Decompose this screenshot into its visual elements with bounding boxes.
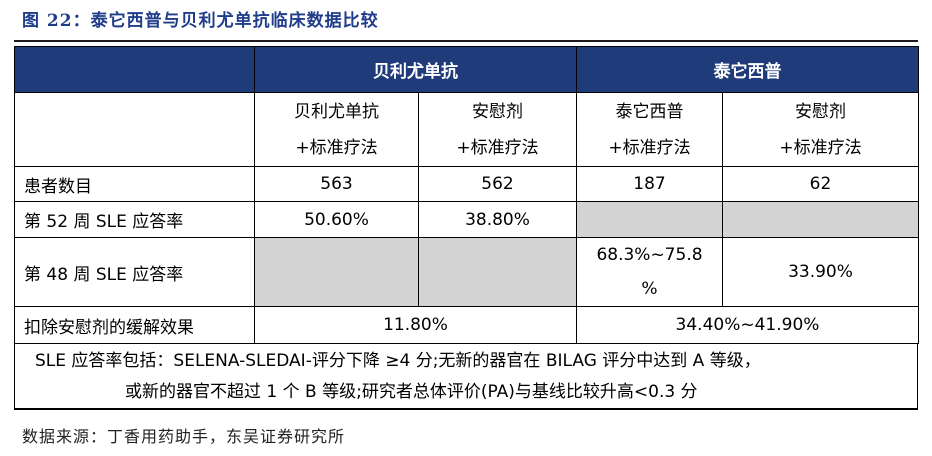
sub-header-line2: +标准疗法: [779, 137, 862, 158]
sub-header-line1: 泰它西普: [615, 101, 684, 122]
sub-header-placebo-1: 安慰剂 +标准疗法: [418, 92, 577, 167]
table-cell: 62: [722, 166, 919, 202]
table-cell: 11.80%: [254, 306, 577, 344]
cell-line2: %: [641, 279, 658, 299]
comparison-table: 贝利尤单抗 泰它西普 贝利尤单抗 +标准疗法 安慰剂 +标准疗法 泰它西普 +标…: [14, 46, 919, 344]
group-header-belimumab: 贝利尤单抗: [254, 46, 577, 93]
sub-header-line2: +标准疗法: [456, 137, 539, 158]
empty-cell: [722, 201, 919, 238]
empty-cell: [418, 237, 577, 307]
sub-header-row: 贝利尤单抗 +标准疗法 安慰剂 +标准疗法 泰它西普 +标准疗法 安慰剂 +标准…: [14, 92, 919, 167]
data-source: 数据来源：丁香用药助手，东吴证券研究所: [22, 427, 346, 446]
table-cell: 33.90%: [722, 237, 919, 307]
sub-header-line1: 安慰剂: [472, 101, 523, 122]
sub-header-line2: +标准疗法: [608, 137, 691, 158]
table-cell: 50.60%: [254, 201, 419, 238]
table-cell: 68.3%~75.8 %: [576, 237, 723, 307]
table-cell: 562: [418, 166, 577, 202]
cell-line1: 68.3%~75.8: [596, 245, 703, 265]
table-row-week52: 第 52 周 SLE 应答率 50.60% 38.80%: [14, 201, 919, 238]
row-label: 第 48 周 SLE 应答率: [14, 237, 255, 307]
sub-header-line2: +标准疗法: [295, 137, 378, 158]
title-divider: [14, 40, 918, 42]
empty-cell: [254, 237, 419, 307]
table-row-patients: 患者数目 563 562 187 62: [14, 166, 919, 202]
group-header-row: 贝利尤单抗 泰它西普: [14, 46, 919, 93]
footnote-line1: SLE 应答率包括：SELENA-SLEDAI-评分下降 ≥4 分;无新的器官在…: [35, 351, 761, 371]
sub-header-belimumab: 贝利尤单抗 +标准疗法: [254, 92, 419, 167]
sub-header-telitacicept: 泰它西普 +标准疗法: [576, 92, 723, 167]
sub-header-line1: 安慰剂: [795, 101, 846, 122]
row-label: 患者数目: [14, 166, 255, 202]
table-row-week48: 第 48 周 SLE 应答率 68.3%~75.8 % 33.90%: [14, 237, 919, 307]
sub-header-placebo-2: 安慰剂 +标准疗法: [722, 92, 919, 167]
row-label: 扣除安慰剂的缓解效果: [14, 306, 255, 344]
header-corner: [14, 46, 255, 93]
table-footnote: SLE 应答率包括：SELENA-SLEDAI-评分下降 ≥4 分;无新的器官在…: [14, 344, 918, 410]
table-cell: 34.40%~41.90%: [576, 306, 919, 344]
empty-cell: [576, 201, 723, 238]
table-cell: 187: [576, 166, 723, 202]
row-label: 第 52 周 SLE 应答率: [14, 201, 255, 238]
sub-header-blank: [14, 92, 255, 167]
figure-title: 图 22：泰它西普与贝利尤单抗临床数据比较: [22, 11, 379, 31]
table-cell: 563: [254, 166, 419, 202]
table-cell: 38.80%: [418, 201, 577, 238]
table-row-remission: 扣除安慰剂的缓解效果 11.80% 34.40%~41.90%: [14, 306, 919, 344]
group-header-telitacicept: 泰它西普: [576, 46, 919, 93]
footnote-line2: 或新的器官不超过 1 个 B 等级;研究者总体评价(PA)与基线比较升高<0.3…: [125, 382, 698, 402]
sub-header-line1: 贝利尤单抗: [294, 101, 379, 122]
